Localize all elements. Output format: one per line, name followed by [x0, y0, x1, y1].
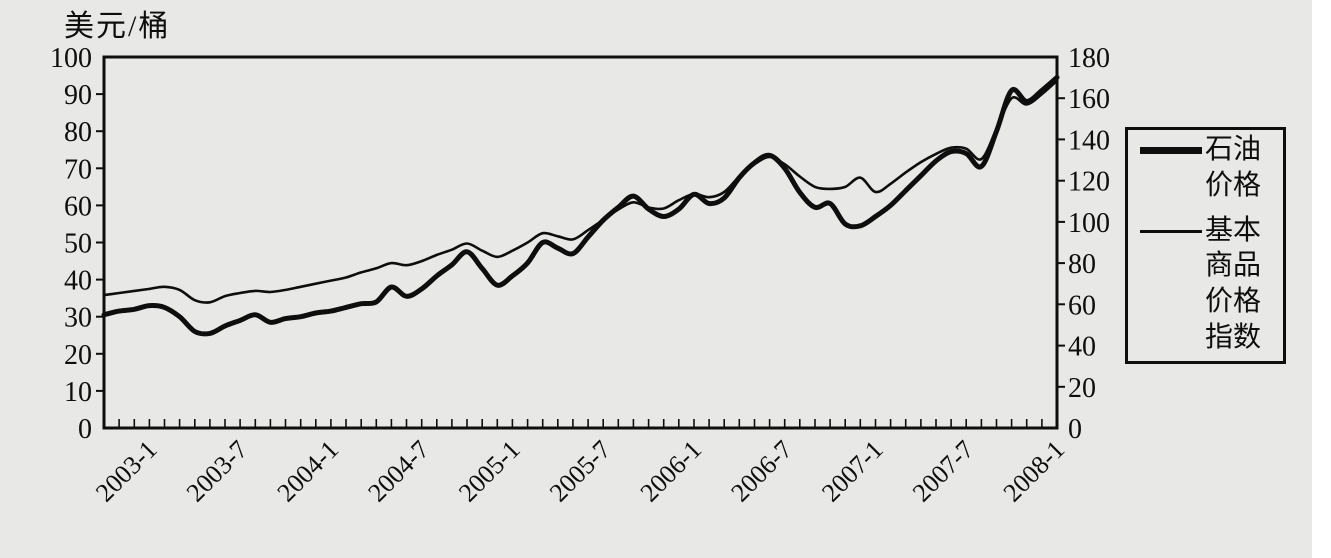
left-axis-tick-label: 80 — [64, 117, 92, 148]
scan-edge-strip — [1312, 0, 1331, 558]
left-axis-tick-label: 50 — [64, 229, 92, 260]
right-axis-tick-label: 60 — [1068, 290, 1096, 321]
left-axis-tick-label: 0 — [78, 414, 92, 445]
legend-label-oil-price: 石油价格 — [1205, 134, 1262, 201]
legend-item-commodity-index: 基本商品价格指数 — [1140, 213, 1283, 356]
x-axis-tick-label: 2003-7 — [181, 435, 254, 508]
right-axis-tick-label: 120 — [1068, 167, 1110, 198]
right-axis-tick-label: 80 — [1068, 249, 1096, 280]
left-axis-unit-label: 美元/桶 — [64, 10, 171, 43]
x-axis-tick-label: 2006-1 — [635, 435, 708, 508]
x-axis-tick-label: 2005-1 — [453, 435, 526, 508]
left-axis-tick-label: 10 — [64, 377, 92, 408]
right-axis-tick-label: 140 — [1068, 125, 1110, 156]
oil-price-line — [101, 74, 1060, 337]
commodity-index-line-swatch — [1140, 229, 1202, 233]
legend-box: 石油价格 基本商品价格指数 — [1125, 127, 1286, 364]
x-axis-tick-label: 2004-7 — [362, 435, 435, 508]
left-axis-tick-label: 70 — [64, 154, 92, 185]
x-axis-tick-label: 2004-1 — [272, 435, 345, 508]
x-axis-tick-label: 2005-7 — [544, 435, 617, 508]
x-axis-tick-label: 2006-7 — [725, 435, 798, 508]
left-axis-tick-label: 100 — [50, 43, 92, 74]
left-axis-tick-label: 60 — [64, 191, 92, 222]
left-axis-tick-label: 40 — [64, 266, 92, 297]
left-axis-tick-label: 90 — [64, 80, 92, 111]
left-axis-tick-label: 20 — [64, 340, 92, 371]
x-axis-tick-label: 2007-7 — [907, 435, 980, 508]
x-axis-tick-label: 2007-1 — [816, 435, 889, 508]
commodity-index-line — [102, 79, 1059, 304]
right-axis-tick-label: 160 — [1068, 84, 1110, 115]
right-axis-tick-label: 100 — [1068, 208, 1110, 239]
right-axis-tick-label: 40 — [1068, 332, 1096, 363]
right-axis-tick-label: 180 — [1068, 43, 1110, 74]
x-axis-tick-label: 2003-1 — [90, 435, 163, 508]
right-axis-tick-label: 0 — [1068, 414, 1082, 445]
legend-item-oil-price: 石油价格 — [1140, 132, 1283, 204]
right-axis-tick-label: 20 — [1068, 373, 1096, 404]
plot-border — [102, 55, 1059, 430]
left-axis-tick-label: 30 — [64, 303, 92, 334]
oil-price-line-swatch — [1140, 147, 1202, 154]
x-axis-tick-label: 2008-1 — [998, 435, 1071, 508]
legend-label-commodity-index: 基本商品价格指数 — [1205, 214, 1262, 354]
